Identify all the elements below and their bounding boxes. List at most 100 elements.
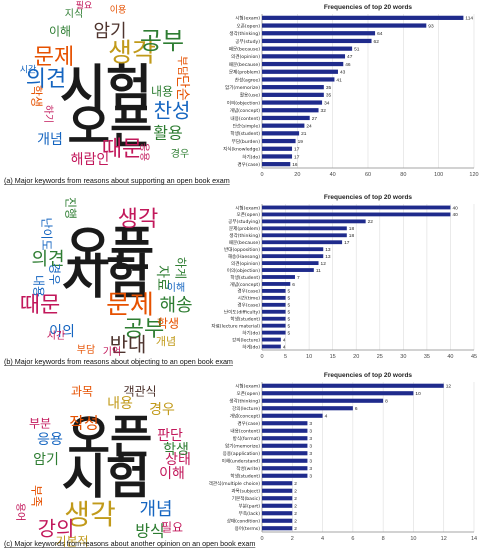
wordcloud-word: 오픈 (66, 221, 154, 277)
category-label: 개념(concept) (230, 281, 261, 288)
bar (262, 406, 353, 411)
category-label: 지식(knowledge) (223, 146, 260, 153)
data-label: 13 (325, 247, 331, 253)
category-label: 강의(lecture) (232, 405, 260, 412)
category-label: 생각(thinking) (229, 232, 260, 239)
bar (262, 503, 293, 508)
panel-caption: (c) Major keywords from reasons about an… (4, 539, 255, 548)
wordcloud-word: 이용 (110, 5, 127, 16)
wordcloud-word: 이해 (49, 25, 71, 39)
x-tick-label: 25 (377, 354, 383, 360)
category-label: 내용(content) (230, 428, 260, 435)
category-label: 경우(case) (237, 161, 260, 168)
category-label: 이해(understand) (222, 458, 261, 465)
x-tick-label: 8 (382, 536, 385, 542)
chart-title: Frequencies of top 20 words (324, 372, 413, 379)
bar (262, 330, 286, 335)
data-label: 3 (309, 459, 312, 465)
data-label: 4 (283, 337, 286, 343)
wordcloud-word: 내용 (107, 396, 133, 412)
x-tick-label: 35 (424, 354, 430, 360)
wordcloud-word: 해람인 (71, 152, 110, 168)
category-label: 경우(case) (237, 420, 260, 427)
x-tick-label: 0 (260, 354, 263, 360)
category-label: 객관식(multiple choice) (209, 480, 261, 487)
wordcloud-word: 의견 (31, 249, 64, 270)
wordcloud-word: 경우 (48, 263, 62, 285)
x-tick-label: 2 (291, 536, 294, 542)
category-label: 때문(because) (229, 45, 260, 52)
x-tick-label: 20 (294, 172, 300, 178)
data-label: 2 (294, 519, 297, 525)
wordcloud-word: 기본적 (55, 535, 88, 549)
bar (262, 323, 286, 328)
wordcloud-word: 이해 (159, 466, 185, 482)
wordcloud-word: 암기 (33, 452, 59, 468)
wordcloud-word: 공부 (140, 27, 184, 55)
bar (262, 496, 293, 501)
category-label: 시간(time) (238, 295, 261, 302)
category-label: 작성(write) (236, 465, 260, 472)
category-label: 의견(opinion) (231, 53, 260, 60)
bar (262, 115, 310, 121)
bar (262, 261, 319, 266)
bar (262, 288, 286, 293)
wordcloud-word: 시험 (62, 249, 150, 305)
category-label: 부분(part) (239, 504, 261, 510)
wordcloud-word: 작성 (69, 414, 98, 433)
category-label: 학생(student) (230, 130, 260, 137)
bar (262, 481, 293, 486)
data-label: 5 (288, 310, 291, 316)
category-label: 하게(do) (242, 343, 260, 350)
category-label: 개념(concept) (230, 413, 261, 420)
data-label: 6 (292, 282, 295, 288)
wordcloud-word: 개념 (156, 335, 176, 348)
bar (262, 451, 308, 456)
data-label: 3 (309, 474, 312, 480)
x-tick-label: 0 (260, 172, 263, 178)
category-label: 공부(studying) (228, 219, 260, 225)
bar (262, 275, 295, 279)
bar (262, 337, 281, 342)
wordcloud-word: 진행 (64, 197, 79, 219)
wordcloud-word: 생각 (108, 39, 156, 69)
category-label: 생각(thinking) (229, 30, 260, 37)
bar (262, 77, 335, 82)
category-label: 반대(opposition) (224, 246, 260, 253)
wordcloud-word: 상태 (165, 452, 191, 468)
bar (262, 268, 314, 272)
x-tick-label: 10 (410, 536, 416, 542)
bar (262, 247, 324, 252)
bar (262, 421, 308, 426)
category-label: 오픈(open) (236, 23, 260, 29)
bar (262, 205, 451, 210)
wordcloud-word: 이해 (167, 281, 185, 294)
data-label: 2 (294, 496, 297, 502)
x-tick-label: 10 (306, 354, 312, 360)
wordcloud-word: 난이도 (40, 217, 54, 250)
bar (262, 518, 293, 523)
wordcloud-word: 용어 (14, 503, 26, 521)
bar (262, 511, 293, 516)
wordcloud-word: 판단 (157, 428, 183, 444)
wordcloud-word: 의견 (26, 67, 66, 92)
x-tick-label: 100 (434, 172, 443, 178)
data-label: 40 (452, 212, 458, 218)
x-tick-label: 12 (441, 536, 447, 542)
data-label: 3 (309, 466, 312, 472)
bar (262, 219, 366, 224)
bar (262, 316, 286, 321)
chart-title: Frequencies of top 20 words (324, 4, 413, 11)
wordcloud-word: 학생 (163, 442, 189, 458)
wordcloud-word: 하기 (42, 105, 55, 123)
category-label: 내용(content) (230, 115, 260, 122)
data-label: 64 (377, 31, 383, 37)
data-label: 3 (309, 451, 312, 457)
data-label: 4 (283, 344, 286, 350)
data-label: 11 (316, 268, 321, 274)
wordcloud-word: 암기 (93, 21, 126, 42)
bar (262, 54, 346, 59)
x-tick-label: 4 (321, 536, 324, 542)
